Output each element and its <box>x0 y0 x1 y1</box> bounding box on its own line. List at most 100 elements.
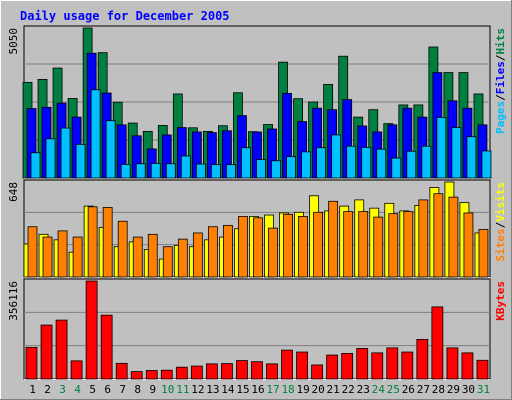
legend-visits-sites: Sites/Visits <box>494 182 507 262</box>
bar-pages-day-31 <box>481 150 492 179</box>
x-tick-label: 8 <box>134 383 141 396</box>
legend-item: Pages <box>494 101 507 134</box>
bar-pages-day-13 <box>210 164 221 179</box>
x-tick-label: 26 <box>402 383 415 396</box>
legend-item: / <box>494 221 507 228</box>
bar-pages-day-26 <box>406 150 417 179</box>
bar-pages-day-30 <box>466 136 477 179</box>
legend-item: Hits <box>494 28 507 55</box>
x-tick-label: 14 <box>221 383 235 396</box>
bar-sites-day-6 <box>102 207 113 278</box>
bar-pages-day-9 <box>150 163 161 179</box>
x-tick-label: 20 <box>312 383 325 396</box>
bar-sites-day-26 <box>403 211 414 278</box>
bar-pages-day-10 <box>165 163 176 179</box>
bar-sites-day-11 <box>177 238 188 278</box>
bar-kbytes-day-5 <box>85 280 98 380</box>
legend-item: Files <box>494 61 507 94</box>
bar-kbytes-day-3 <box>55 319 68 380</box>
bar-sites-day-4 <box>72 236 83 278</box>
bar-pages-day-24 <box>376 148 387 179</box>
x-tick-label: 18 <box>281 383 294 396</box>
x-tick-label: 30 <box>462 383 475 396</box>
x-tick-label: 13 <box>206 383 219 396</box>
x-tick-label: 17 <box>266 383 279 396</box>
x-tick-label: 6 <box>104 383 111 396</box>
x-tick-label: 10 <box>161 383 174 396</box>
legend-hits-files-pages: Pages/Files/Hits <box>494 28 507 134</box>
bar-pages-day-29 <box>451 127 462 179</box>
x-tick-label: 16 <box>251 383 264 396</box>
x-axis-ticks: 1 2 3 4 5 6 7 8 9 10 11 12 13 14 15 16 17 18 19 20 21 22 23 24 2… <box>29 383 490 396</box>
x-tick-label: 23 <box>357 383 370 396</box>
bar-sites-day-19 <box>298 216 308 278</box>
bar-sites-day-22 <box>343 211 354 278</box>
bar-sites-day-3 <box>57 230 68 278</box>
x-tick-label: 29 <box>447 383 460 396</box>
bar-pages-day-23 <box>361 147 372 179</box>
x-tick-label: 5 <box>89 383 96 396</box>
bar-kbytes-day-12 <box>190 365 203 380</box>
bar-sites-day-9 <box>147 233 158 278</box>
bar-kbytes-day-11 <box>175 366 188 380</box>
bar-kbytes-day-31 <box>476 359 489 380</box>
bar-sites-day-14 <box>223 224 233 278</box>
bar-sites-day-18 <box>283 213 293 278</box>
x-tick-label: 27 <box>417 383 430 396</box>
panel-visits-sites: 648 Sites/Visits <box>7 179 507 278</box>
legend-item: / <box>494 94 507 101</box>
x-tick-label: 24 <box>372 383 386 396</box>
bar-sites-day-7 <box>117 220 128 278</box>
bar-pages-day-3 <box>60 127 71 179</box>
x-tick-label: 7 <box>119 383 126 396</box>
legend-item: Visits <box>494 182 507 222</box>
bar-pages-day-17 <box>271 160 281 179</box>
legend-item: Sites <box>494 228 507 261</box>
bar-pages-day-6 <box>105 120 116 179</box>
bar-sites-day-17 <box>268 227 278 278</box>
bar-sites-day-16 <box>253 217 263 278</box>
bar-kbytes-day-15 <box>236 360 248 380</box>
x-tick-label: 19 <box>296 383 309 396</box>
bar-kbytes-day-10 <box>160 369 173 380</box>
bar-sites-day-13 <box>207 226 218 278</box>
x-tick-label: 22 <box>342 383 355 396</box>
bar-sites-day-5 <box>87 206 98 278</box>
x-tick-label: 12 <box>191 383 204 396</box>
bar-kbytes-day-27 <box>416 338 429 380</box>
bar-pages-day-14 <box>226 164 236 179</box>
bar-kbytes-day-18 <box>281 349 293 380</box>
x-tick-label: 28 <box>432 383 445 396</box>
y-max-label: 5050 <box>7 28 20 55</box>
bar-pages-day-2 <box>45 138 56 179</box>
bar-kbytes-day-6 <box>100 314 113 380</box>
x-tick-label: 1 <box>29 383 36 396</box>
bar-kbytes-day-28 <box>431 306 444 380</box>
bar-sites-day-31 <box>478 229 489 278</box>
bar-sites-day-30 <box>463 212 474 278</box>
bar-kbytes-day-20 <box>311 364 324 380</box>
chart-title: Daily usage for December 2005 <box>20 9 230 23</box>
y-max-label: 648 <box>7 182 20 202</box>
x-tick-label: 9 <box>149 383 156 396</box>
bar-pages-day-12 <box>195 163 206 179</box>
bar-kbytes-day-9 <box>145 370 158 380</box>
legend-kbytes: KBytes <box>494 281 507 321</box>
bar-kbytes-day-16 <box>251 361 263 380</box>
bar-sites-day-8 <box>132 236 143 278</box>
bar-pages-day-4 <box>75 144 86 179</box>
bar-sites-day-24 <box>373 216 384 278</box>
x-tick-label: 31 <box>477 383 490 396</box>
bar-kbytes-day-17 <box>266 363 278 380</box>
bar-pages-day-15 <box>241 147 251 179</box>
bar-kbytes-day-19 <box>296 351 308 380</box>
bar-pages-day-16 <box>256 159 266 179</box>
x-tick-label: 21 <box>327 383 340 396</box>
bar-sites-day-12 <box>192 232 203 278</box>
bar-sites-day-28 <box>433 193 444 278</box>
bar-pages-day-20 <box>316 147 327 179</box>
panel-kbytes: 356116 KBytes <box>7 278 507 380</box>
bar-sites-day-23 <box>358 211 369 278</box>
bar-sites-day-10 <box>162 246 173 278</box>
